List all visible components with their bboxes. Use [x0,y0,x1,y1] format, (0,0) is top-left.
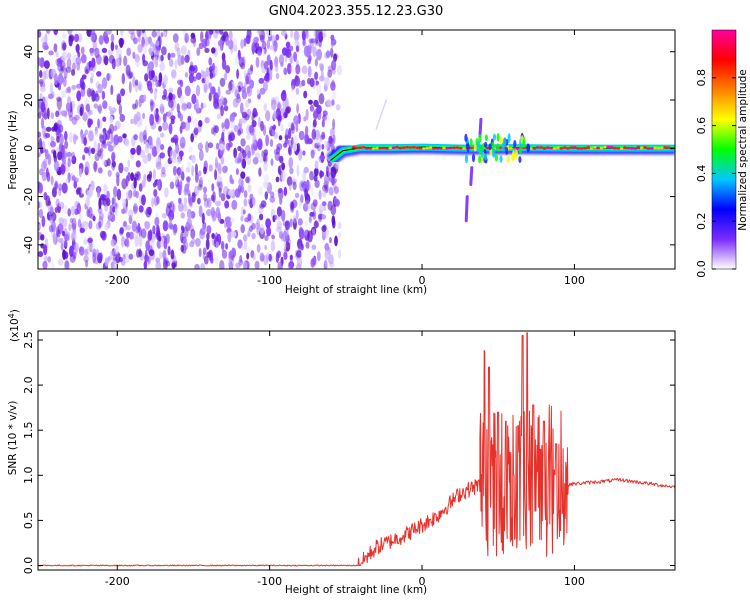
artifact-streak [478,117,483,138]
x-tick-label: -100 [257,274,282,287]
snr-frame [37,330,676,571]
x-tick-label: -100 [257,575,282,588]
colorbar-tick-label: 0.8 [695,69,708,87]
y-tick-label: 0 [22,145,35,152]
artifact-streak [469,166,474,187]
x-tick-label: 0 [419,274,426,287]
spectrogram-plot-area [38,30,675,269]
y-tick-label: 20 [22,93,35,107]
spectrogram-frame [37,29,676,270]
snr-y-axis-label: SNR (10 * v/v) [7,401,19,476]
artifact-streak [464,195,469,223]
y-tick-label: 1.5 [22,421,35,439]
colorbar-tick-label: 0.4 [695,165,708,183]
y-tick-label: 0.0 [22,557,35,575]
y-tick-label: 0.5 [22,512,35,530]
spectral-artifacts [375,99,483,223]
colorbar-label: Normalized spectral amplitude [737,69,749,230]
x-tick-label: 100 [564,575,585,588]
y-tick-label: 2.5 [22,331,35,349]
x-tick-label: -200 [105,274,130,287]
x-tick-label: -200 [105,575,130,588]
colorbar-tick-label: 0.2 [695,212,708,230]
x-tick-label: 0 [419,575,426,588]
colorbar-tick-label: 0.6 [695,117,708,135]
y-tick-label: 2.0 [22,376,35,394]
snr-exponent-label: (x104) [7,309,21,342]
snr-series-line [38,332,675,567]
snr-axes: -200 -100 0 100 0.0 0.5 1.0 1.5 2.0 2.5 [22,331,675,588]
noise-speckle [38,30,342,269]
colorbar-axes: 0.0 0.2 0.4 0.6 0.8 [695,29,737,278]
snr-panel: -200 -100 0 100 0.0 0.5 1.0 1.5 2.0 2.5 Height of… [7,309,676,596]
colorbar-tick-label: 0.0 [695,260,708,278]
y-tick-label: 40 [22,45,35,59]
spectrogram-x-axis-label: Height of straight line (km) [285,284,427,296]
x-tick-label: 100 [564,274,585,287]
y-tick-label: 1.0 [22,467,35,485]
spectrogram-y-axis-label: Frequency (Hz) [7,110,19,189]
colorbar-gradient [712,30,736,269]
snr-plot-area [38,332,675,567]
y-tick-label: -20 [22,188,35,206]
spectral-ridge [326,132,675,166]
colorbar: 0.0 0.2 0.4 0.6 0.8 Normalized spectral ampl… [695,29,749,278]
y-tick-label: -40 [22,236,35,254]
chart-title: GN04.2023.355.12.23.G30 [269,4,444,19]
artifact-streak [375,99,388,130]
snr-x-axis-label: Height of straight line (km) [285,584,427,596]
